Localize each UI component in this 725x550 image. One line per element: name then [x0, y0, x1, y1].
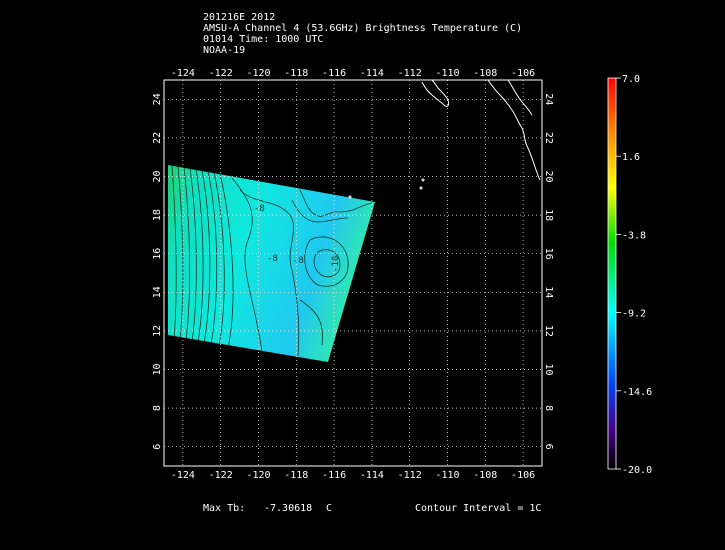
lon-tick-label-top: -114: [360, 68, 384, 79]
lat-tick-label-left: 14: [152, 286, 163, 298]
lon-tick-label-bottom: -108: [473, 470, 497, 481]
contour-label-2: -8: [267, 254, 278, 264]
colorbar-label: 7.0: [622, 74, 640, 85]
lon-tick-label-top: -122: [209, 68, 233, 79]
title-line-2: AMSU-A Channel 4 (53.6GHz) Brightness Te…: [203, 23, 523, 34]
island-1: [421, 178, 425, 182]
lat-tick-label-left: 22: [152, 132, 163, 144]
map-title-block: 201216E 2012 AMSU-A Channel 4 (53.6GHz) B…: [203, 12, 522, 56]
lat-tick-label-right: 20: [543, 170, 554, 182]
brightness-swath: -8 -8 -8 -10: [168, 165, 375, 362]
lon-tick-label-bottom: -122: [209, 470, 233, 481]
colorbar-label: -3.8: [622, 230, 646, 241]
lat-tick-label-right: 16: [543, 248, 554, 260]
max-tb-unit: C: [326, 503, 333, 514]
lat-tick-label-right: 14: [543, 286, 554, 298]
coastline-mainland: [487, 80, 541, 181]
lat-tick-label-left: 8: [152, 405, 163, 411]
contour-label-3: -8: [293, 256, 304, 266]
colorbar: 7.0 1.6 -3.8 -9.2 -14.6 -20.0: [607, 74, 652, 476]
colorbar-label: -14.6: [622, 387, 652, 398]
lon-tick-label-top: -112: [398, 68, 422, 79]
lat-tick-label-right: 12: [543, 325, 554, 337]
title-line-4: NOAA-19: [203, 45, 246, 56]
swath-fill: [168, 165, 375, 362]
lon-tick-label-top: -110: [435, 68, 459, 79]
contour-label-1: -8: [254, 204, 265, 214]
colorbar-label: -9.2: [622, 309, 646, 320]
lon-tick-label-top: -120: [246, 68, 270, 79]
lat-tick-label-right: 18: [543, 209, 554, 221]
lat-tick-label-left: 12: [152, 325, 163, 337]
contour-labels: -8 -8 -8 -10: [254, 204, 341, 272]
lat-labels-right: 24 22 20 18 16 14 12 10 8 6: [543, 93, 554, 449]
coastline: [348, 80, 541, 199]
title-line-1: 201216E 2012: [203, 12, 276, 23]
lat-tick-label-right: 6: [543, 444, 554, 450]
lon-tick-label-bottom: -106: [511, 470, 535, 481]
max-tb-value: -7.30618: [264, 503, 313, 514]
coastline-baja: [421, 80, 450, 107]
lat-labels-left: 24 22 20 18 16 14 12 10 8 6: [152, 93, 163, 449]
lon-tick-label-top: -106: [511, 68, 535, 79]
lat-tick-label-left: 18: [152, 209, 163, 221]
lon-tick-label-bottom: -114: [360, 470, 384, 481]
coastline-gulf: [507, 80, 533, 116]
island-3: [348, 195, 352, 199]
lon-tick-label-top: -124: [171, 68, 195, 79]
lon-tick-label-top: -116: [322, 68, 346, 79]
swath-contours: [171, 165, 373, 357]
lat-tick-label-left: 24: [152, 93, 163, 105]
lon-tick-label-bottom: -124: [171, 470, 195, 481]
lat-tick-label-right: 10: [543, 363, 554, 375]
lat-tick-label-left: 10: [152, 363, 163, 375]
lat-tick-label-right: 22: [543, 132, 554, 144]
lat-tick-label-right: 24: [543, 93, 554, 105]
lon-tick-label-top: -108: [473, 68, 497, 79]
lon-tick-label-bottom: -118: [284, 470, 308, 481]
lon-labels-bottom: -124 -122 -120 -118 -116 -114 -112 -110 -108 -106: [171, 470, 535, 481]
contour-interval: Contour Interval = 1C: [415, 503, 542, 514]
lon-tick-label-bottom: -112: [398, 470, 422, 481]
lon-tick-label-top: -118: [284, 68, 308, 79]
lon-labels-top: -124 -122 -120 -118 -116 -114 -112 -110 -108 -106: [171, 68, 535, 79]
lat-tick-label-left: 16: [152, 248, 163, 260]
map-frame: [163, 79, 543, 467]
max-tb-label: Max Tb:: [203, 503, 246, 514]
colorbar-labels: 7.0 1.6 -3.8 -9.2 -14.6 -20.0: [616, 74, 652, 476]
lon-tick-label-bottom: -110: [435, 470, 459, 481]
lon-tick-label-bottom: -116: [322, 470, 346, 481]
island-2: [419, 186, 423, 190]
graticule: [164, 80, 542, 466]
colorbar-gradient: [607, 77, 617, 470]
contour-label-4: -10: [331, 256, 341, 272]
lat-tick-label-left: 20: [152, 170, 163, 182]
lat-tick-label-left: 6: [152, 444, 163, 450]
lat-tick-label-right: 8: [543, 405, 554, 411]
colorbar-label: 1.6: [622, 152, 640, 163]
colorbar-label: -20.0: [622, 465, 652, 476]
lon-tick-label-bottom: -120: [246, 470, 270, 481]
title-line-3: 01014 Time: 1000 UTC: [203, 34, 324, 45]
